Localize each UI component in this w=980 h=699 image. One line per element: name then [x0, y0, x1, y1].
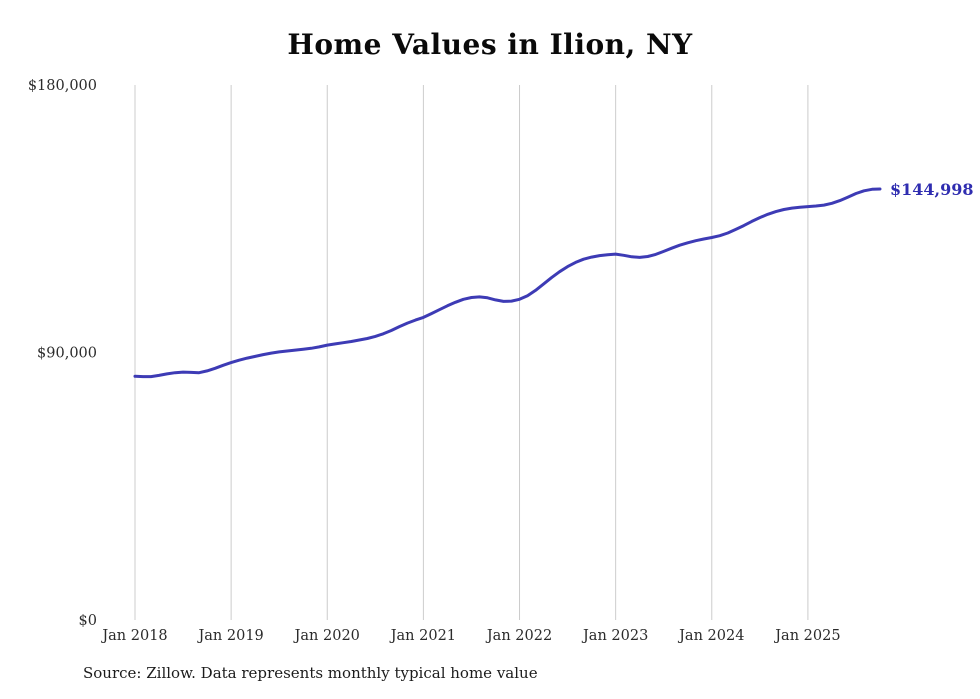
x-axis-tick-label: Jan 2022	[485, 628, 552, 644]
y-axis-tick-label: $90,000	[37, 346, 97, 362]
y-axis-tick-label: $0	[79, 613, 97, 629]
chart-title: Home Values in Ilion, NY	[287, 28, 693, 61]
source-note: Source: Zillow. Data represents monthly …	[83, 664, 538, 682]
x-axis-tick-label: Jan 2024	[677, 628, 744, 644]
x-axis-tick-label: Jan 2021	[389, 628, 456, 644]
x-axis-tick-label: Jan 2025	[773, 628, 840, 644]
home-value-line	[133, 187, 882, 379]
x-axis-tick-labels: Jan 2018 Jan 2019 Jan 2020 Jan 2021 Jan 2022…	[100, 628, 840, 644]
x-axis-tick-label: Jan 2020	[293, 628, 360, 644]
latest-value-label: $144,998	[890, 180, 974, 199]
y-axis-tick-label: $180,000	[28, 78, 97, 94]
vertical-gridlines-group	[134, 85, 809, 620]
x-axis-tick-label: Jan 2023	[581, 628, 648, 644]
x-axis-tick-label: Jan 2018	[100, 628, 167, 644]
x-axis-tick-label: Jan 2019	[196, 628, 263, 644]
y-axis-tick-labels: $0 $90,000 $180,000	[28, 78, 97, 629]
